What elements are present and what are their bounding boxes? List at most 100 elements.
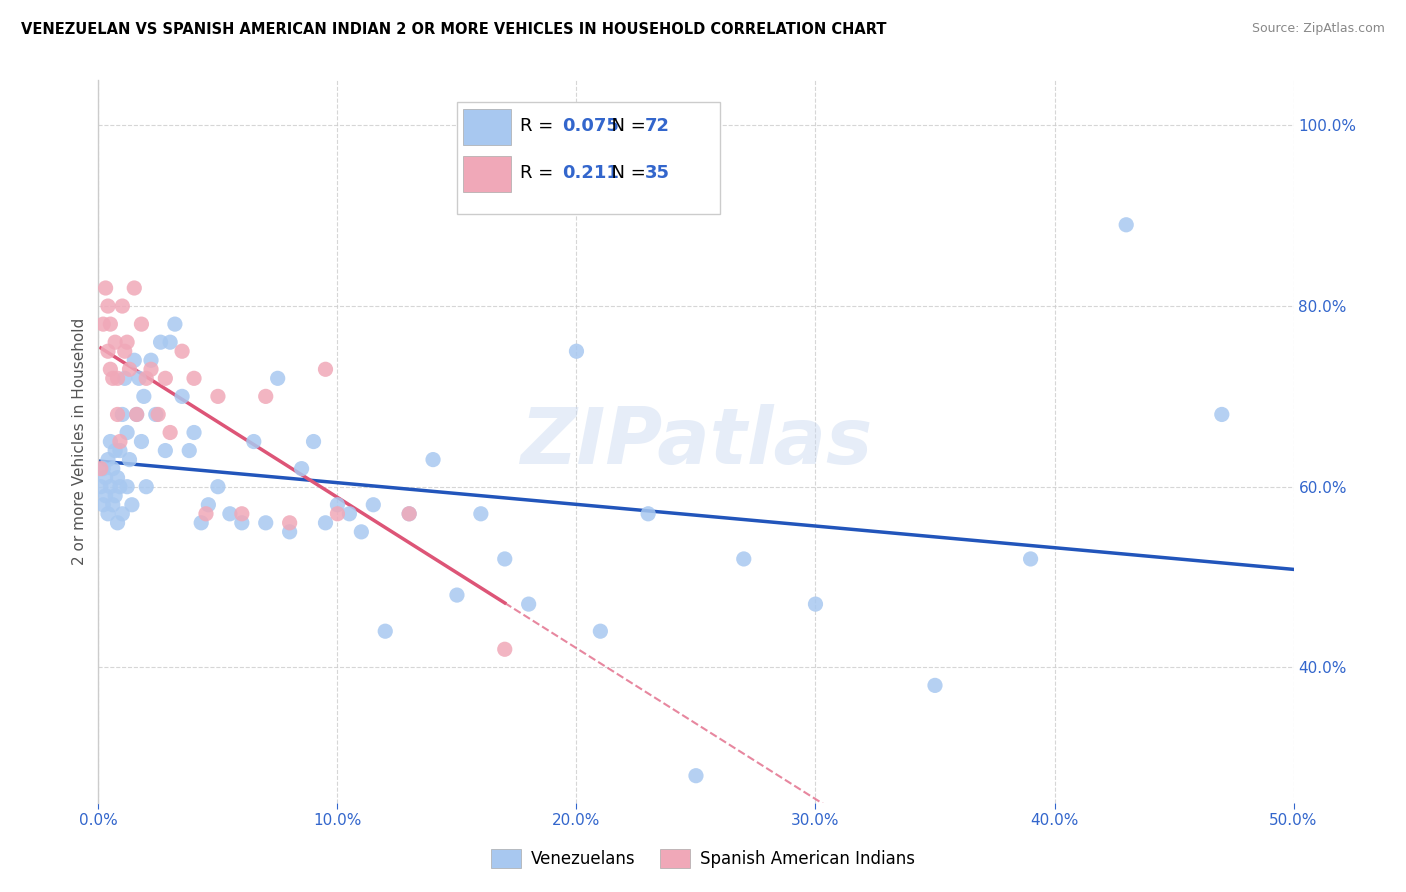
Point bbox=[207, 389, 229, 403]
Point bbox=[115, 480, 138, 494]
Point bbox=[91, 317, 114, 331]
Point bbox=[97, 344, 120, 359]
Point bbox=[291, 461, 314, 475]
Point bbox=[155, 443, 177, 458]
Point bbox=[398, 507, 420, 521]
Point bbox=[804, 597, 827, 611]
Point bbox=[195, 507, 218, 521]
Point bbox=[131, 317, 153, 331]
Point bbox=[363, 498, 385, 512]
FancyBboxPatch shape bbox=[457, 102, 720, 214]
Point bbox=[163, 317, 186, 331]
Point bbox=[172, 389, 194, 403]
Point bbox=[125, 408, 148, 422]
Point bbox=[145, 408, 167, 422]
Point bbox=[101, 461, 124, 475]
Point bbox=[131, 434, 153, 449]
FancyBboxPatch shape bbox=[463, 156, 510, 193]
Point bbox=[107, 471, 129, 485]
Text: 0.211: 0.211 bbox=[562, 164, 619, 182]
Point bbox=[108, 443, 131, 458]
Point bbox=[118, 452, 141, 467]
Point bbox=[114, 344, 136, 359]
Point bbox=[108, 480, 131, 494]
Point bbox=[101, 498, 124, 512]
Point bbox=[494, 642, 516, 657]
Point bbox=[1115, 218, 1137, 232]
Point bbox=[139, 362, 162, 376]
Point bbox=[159, 335, 181, 350]
Point bbox=[183, 371, 205, 385]
Point bbox=[339, 507, 361, 521]
Point bbox=[111, 507, 134, 521]
Point bbox=[90, 480, 112, 494]
Point bbox=[446, 588, 468, 602]
Legend: Venezuelans, Spanish American Indians: Venezuelans, Spanish American Indians bbox=[484, 842, 922, 875]
Point bbox=[98, 362, 122, 376]
Point bbox=[135, 480, 157, 494]
Point bbox=[118, 362, 141, 376]
Point bbox=[107, 516, 129, 530]
Point bbox=[637, 507, 659, 521]
Point bbox=[104, 489, 127, 503]
Point bbox=[98, 317, 122, 331]
Point bbox=[315, 516, 337, 530]
Point bbox=[231, 516, 253, 530]
Text: Source: ZipAtlas.com: Source: ZipAtlas.com bbox=[1251, 22, 1385, 36]
Point bbox=[148, 408, 170, 422]
Text: VENEZUELAN VS SPANISH AMERICAN INDIAN 2 OR MORE VEHICLES IN HOUSEHOLD CORRELATIO: VENEZUELAN VS SPANISH AMERICAN INDIAN 2 … bbox=[21, 22, 887, 37]
Point bbox=[115, 425, 138, 440]
FancyBboxPatch shape bbox=[463, 109, 510, 145]
Point bbox=[302, 434, 325, 449]
Point bbox=[94, 281, 117, 295]
Point bbox=[94, 471, 117, 485]
Point bbox=[97, 299, 120, 313]
Point bbox=[172, 344, 194, 359]
Point bbox=[97, 507, 120, 521]
Point bbox=[589, 624, 612, 639]
Text: 35: 35 bbox=[644, 164, 669, 182]
Point bbox=[1019, 552, 1042, 566]
Point bbox=[254, 389, 277, 403]
Point bbox=[121, 498, 143, 512]
Point bbox=[1211, 408, 1233, 422]
Point bbox=[278, 516, 301, 530]
Point bbox=[104, 335, 127, 350]
Point bbox=[267, 371, 290, 385]
Point bbox=[111, 408, 134, 422]
Point bbox=[315, 362, 337, 376]
Point bbox=[517, 597, 540, 611]
Point bbox=[398, 507, 420, 521]
Point bbox=[374, 624, 396, 639]
Y-axis label: 2 or more Vehicles in Household: 2 or more Vehicles in Household bbox=[72, 318, 87, 566]
Point bbox=[231, 507, 253, 521]
Text: R =: R = bbox=[520, 164, 565, 182]
Point bbox=[90, 461, 112, 475]
Point bbox=[326, 507, 349, 521]
Point bbox=[107, 371, 129, 385]
Point bbox=[101, 371, 124, 385]
Text: N =: N = bbox=[600, 164, 652, 182]
Point bbox=[197, 498, 219, 512]
Point bbox=[125, 408, 148, 422]
Point bbox=[278, 524, 301, 539]
Point bbox=[132, 389, 155, 403]
Point bbox=[108, 434, 131, 449]
Point bbox=[107, 408, 129, 422]
Point bbox=[124, 353, 146, 368]
Point bbox=[149, 335, 172, 350]
Point bbox=[155, 371, 177, 385]
Point bbox=[183, 425, 205, 440]
Point bbox=[98, 434, 122, 449]
Point bbox=[207, 480, 229, 494]
Point bbox=[91, 461, 114, 475]
Point bbox=[104, 443, 127, 458]
Point bbox=[422, 452, 444, 467]
Point bbox=[254, 516, 277, 530]
Point bbox=[111, 299, 134, 313]
Point bbox=[924, 678, 946, 692]
Point bbox=[98, 480, 122, 494]
Text: 72: 72 bbox=[644, 117, 669, 135]
Point bbox=[179, 443, 201, 458]
Point bbox=[733, 552, 755, 566]
